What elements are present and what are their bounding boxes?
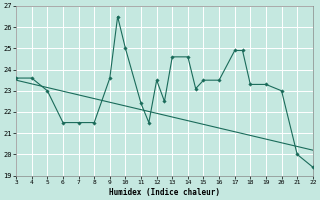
X-axis label: Humidex (Indice chaleur): Humidex (Indice chaleur)	[109, 188, 220, 197]
